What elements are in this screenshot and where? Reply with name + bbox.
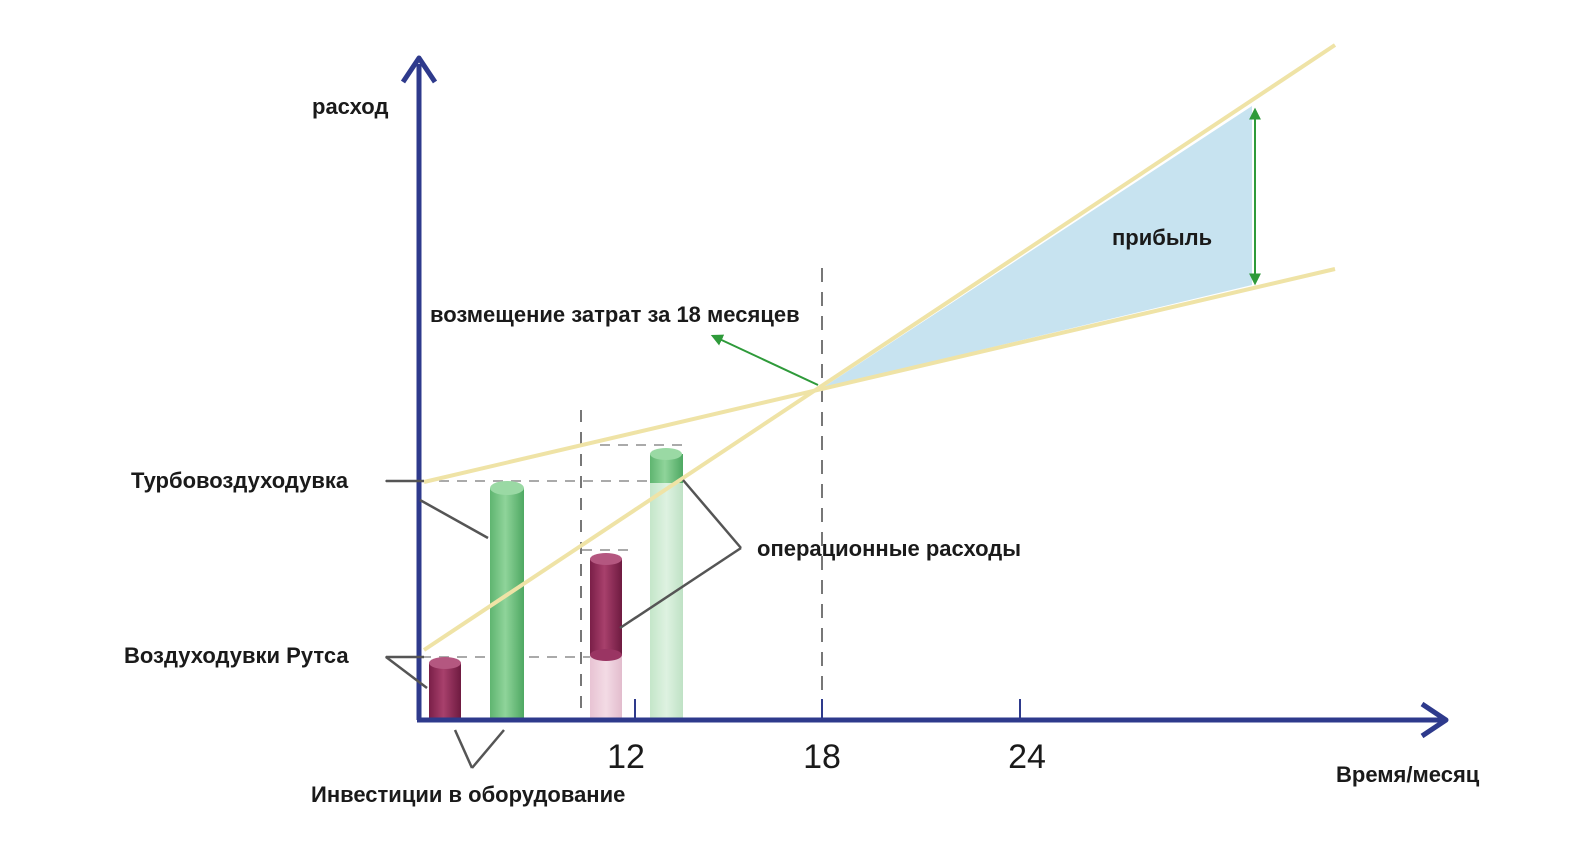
turbo-investment-cylinder [490,481,524,718]
profit-label: прибыль [1112,225,1212,250]
tick-18: 18 [803,738,841,776]
turbo-operating-cylinder [650,448,683,718]
roots-investment-cylinder [429,657,461,718]
payback-label: возмещение затрат за 18 месяцев [430,302,800,327]
turbo-cost-line [423,267,1336,484]
operating-costs-label: операционные расходы [757,536,1021,561]
roots-blowers-label: Воздуходувки Рутса [124,643,349,668]
payback-arrow [710,334,819,386]
turbo-blower-label: Турбовоздуходувка [131,468,349,493]
x-axis-label: Время/месяц [1336,762,1480,787]
equipment-investment-label: Инвестиции в оборудование [311,782,625,807]
roots-cost-line [422,43,1337,652]
tick-24: 24 [1008,738,1046,776]
roots-operating-cylinder [590,553,622,718]
profit-area [822,106,1252,388]
axes [400,55,1449,739]
tick-12: 12 [607,738,645,776]
y-axis-label: расход [312,94,388,119]
leader-lines [385,479,742,769]
